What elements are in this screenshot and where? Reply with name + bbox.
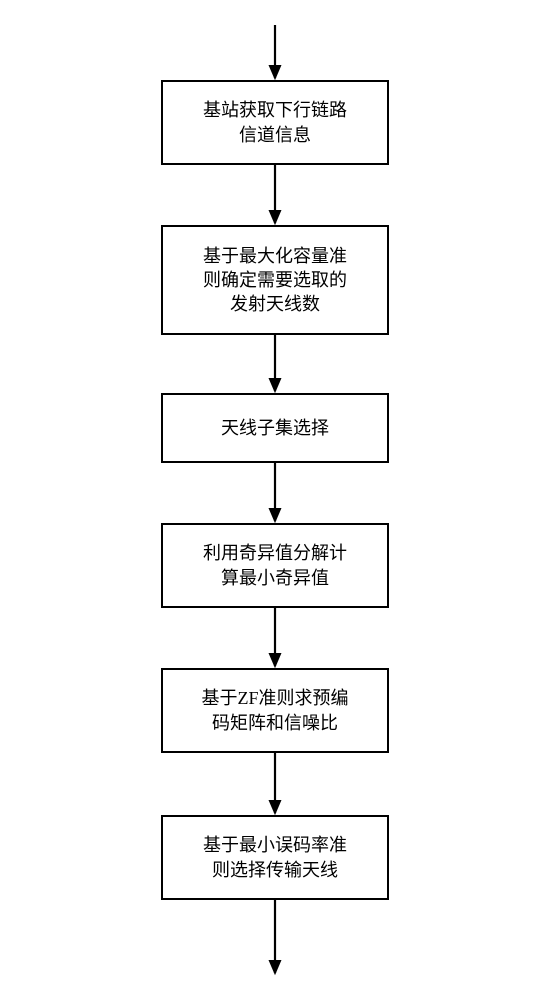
flowchart-node-label: 基于ZF准则求预编 码矩阵和信噪比 [201, 686, 348, 735]
flowchart-canvas: 基站获取下行链路 信道信息基于最大化容量准 则确定需要选取的 发射天线数天线子集… [0, 0, 550, 1000]
flowchart-node-label: 基于最大化容量准 则确定需要选取的 发射天线数 [203, 244, 347, 317]
flowchart-node-label: 天线子集选择 [221, 416, 329, 440]
flowchart-node: 基站获取下行链路 信道信息 [161, 80, 389, 165]
flowchart-node-label: 利用奇异值分解计 算最小奇异值 [203, 541, 347, 590]
flowchart-node: 基于最小误码率准 则选择传输天线 [161, 815, 389, 900]
flowchart-node-label: 基于最小误码率准 则选择传输天线 [203, 833, 347, 882]
flowchart-node: 利用奇异值分解计 算最小奇异值 [161, 523, 389, 608]
flowchart-node: 基于最大化容量准 则确定需要选取的 发射天线数 [161, 225, 389, 335]
flowchart-node-label: 基站获取下行链路 信道信息 [203, 98, 347, 147]
flowchart-node: 天线子集选择 [161, 393, 389, 463]
flowchart-node: 基于ZF准则求预编 码矩阵和信噪比 [161, 668, 389, 753]
